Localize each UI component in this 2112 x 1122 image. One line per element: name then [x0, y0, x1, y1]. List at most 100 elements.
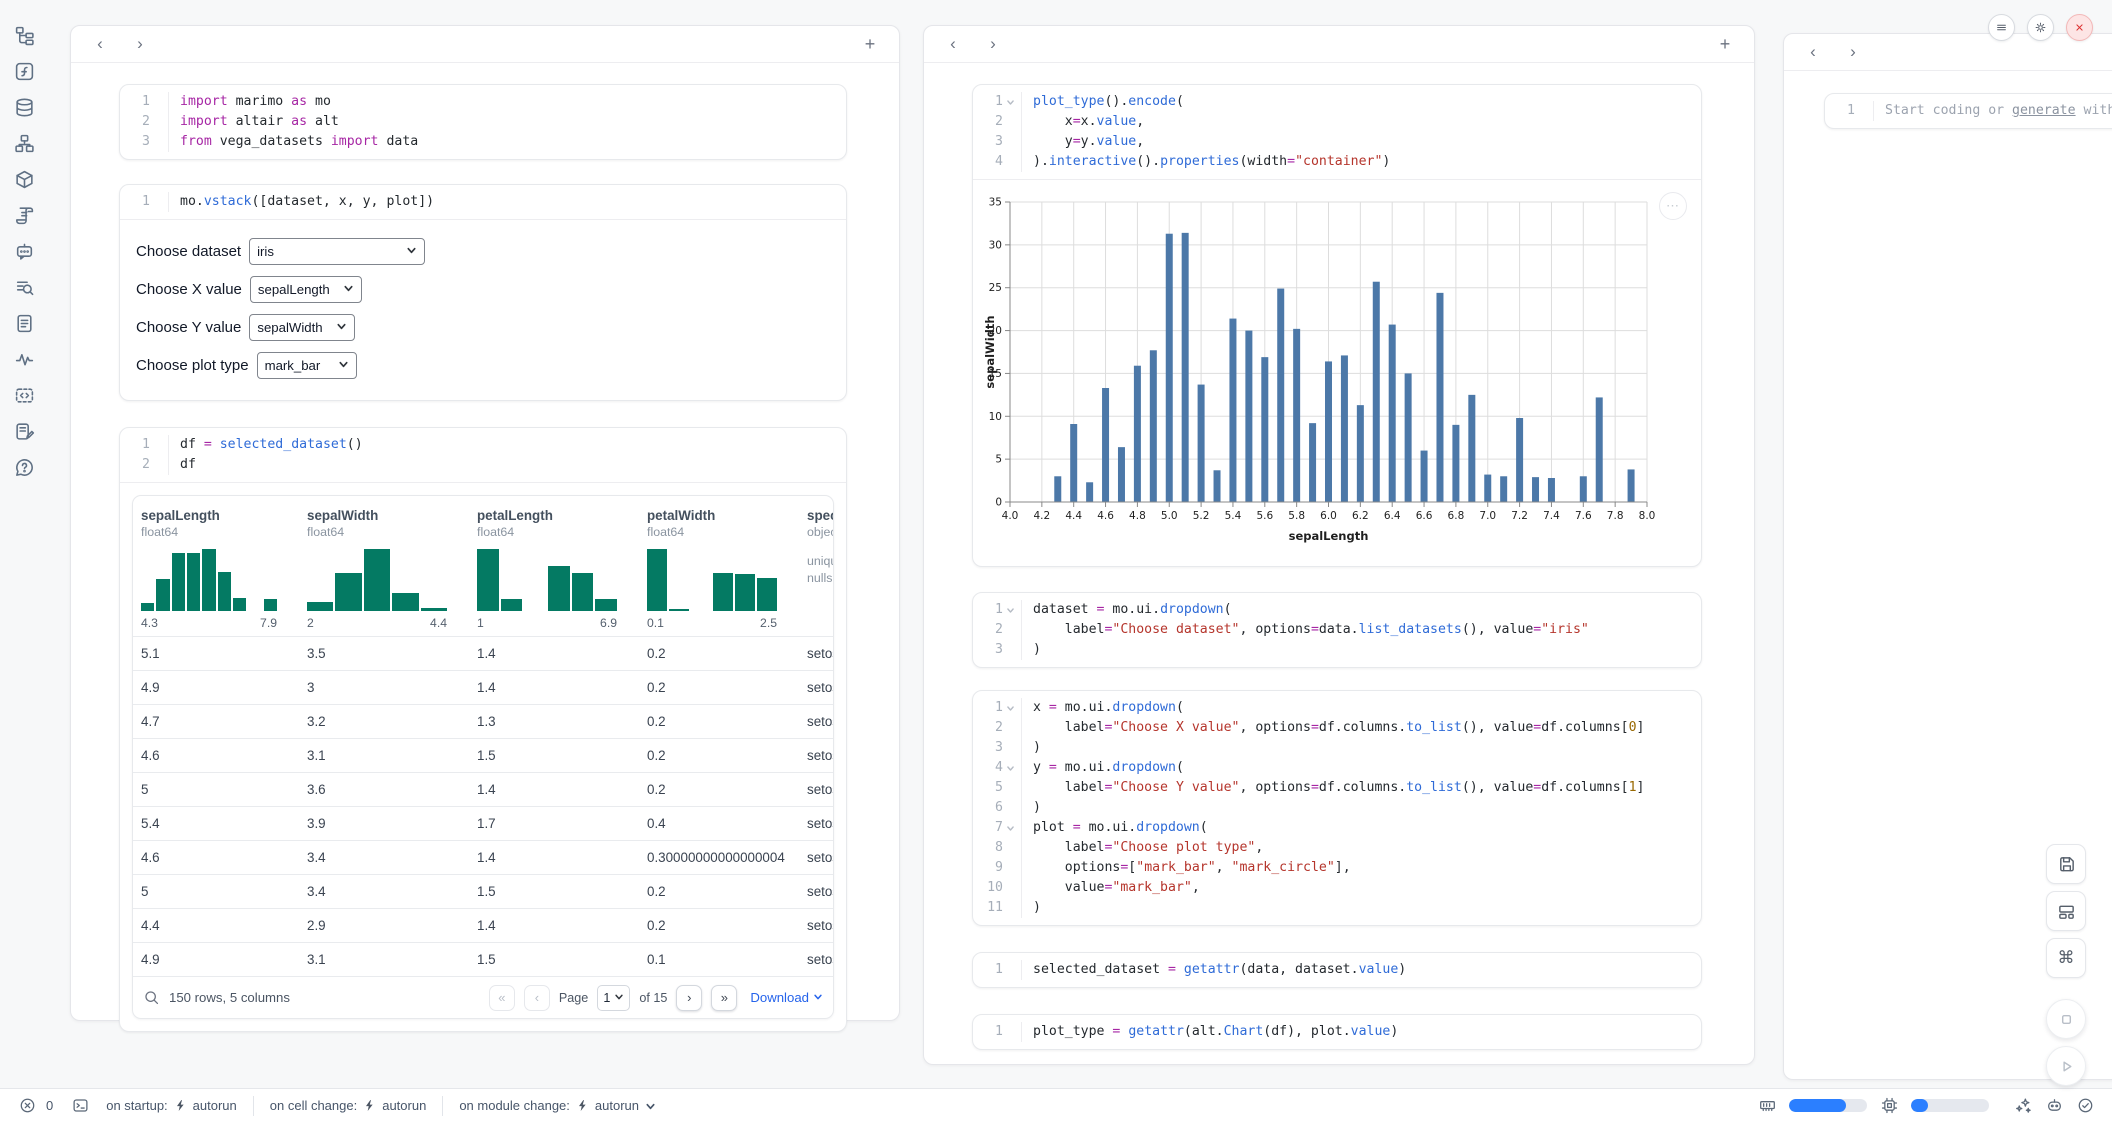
ai-sparkles-icon[interactable] [2014, 1097, 2032, 1115]
autorun-setting[interactable]: on module change: autorun [443, 1098, 672, 1113]
scroll-left-button[interactable]: ‹ [87, 31, 113, 57]
chart-bar [1516, 418, 1524, 502]
shortcuts-button[interactable]: ⌘ [2046, 938, 2086, 978]
code-line: 4 y = mo.ui.dropdown( [973, 758, 1701, 778]
code-embed-icon[interactable] [13, 384, 35, 406]
scroll-left-button[interactable]: ‹ [1800, 39, 1826, 65]
add-cell-button[interactable]: + [1712, 31, 1738, 57]
table-cell: 0.2 [647, 884, 666, 899]
chevron-down-icon [332, 358, 349, 373]
column-header[interactable]: sepalLength float64 4.3 7.9 [133, 496, 299, 636]
close-button[interactable] [2066, 14, 2093, 41]
bar-chart[interactable]: 4.0 4.2 4.4 4.6 4.8 5.0 5.2 5.4 5.6 5.8 6.0 6.2 6.4 6… [985, 196, 1663, 548]
fold-gutter [1003, 858, 1017, 878]
file-tree-icon[interactable] [13, 24, 35, 46]
prev-page-button[interactable]: ‹ [523, 984, 550, 1011]
search-icon[interactable] [143, 989, 160, 1006]
doc-search-icon[interactable] [13, 276, 35, 298]
first-page-button[interactable]: « [488, 984, 515, 1011]
line-number: 1 [142, 437, 150, 452]
autorun-setting[interactable]: on cell change: autorun [254, 1098, 443, 1113]
connection-status-icon[interactable] [2076, 1097, 2094, 1115]
code-editor[interactable]: 1 selected_dataset = getattr(data, datase… [973, 953, 1701, 987]
next-page-button[interactable]: › [676, 984, 703, 1011]
dependency-graph-icon[interactable] [13, 132, 35, 154]
fold-toggle-icon[interactable] [1003, 698, 1017, 718]
code-editor[interactable]: 1 import marimo as mo 2 import altair as al… [120, 85, 846, 159]
line-number: 2 [995, 622, 1003, 637]
column-header[interactable]: petalLength float64 1 6.9 [469, 496, 639, 636]
fold-toggle-icon[interactable] [1003, 600, 1017, 620]
column-name: petalLength [477, 508, 553, 523]
choose-dataset-select[interactable]: iris [249, 238, 426, 265]
code-text: value="mark_bar", [1021, 878, 1701, 898]
chatbot-icon[interactable] [13, 240, 35, 262]
code-line: 2 label="Choose X value", options=df.col… [973, 718, 1701, 738]
help-bubble-icon[interactable] [13, 456, 35, 478]
code-editor[interactable]: 1 dataset = mo.ui.dropdown(2 label="Choos… [973, 593, 1701, 667]
svg-text:5.4: 5.4 [1225, 510, 1242, 522]
autorun-setting[interactable]: on startup: autorun [90, 1098, 253, 1113]
scratchpad-cell[interactable]: 1 Start coding or generate with AI. [1824, 93, 2112, 129]
line-number: 3 [142, 134, 150, 149]
table-cell: 0.4 [647, 816, 666, 831]
code-line: 1 plot_type().encode( [973, 92, 1701, 112]
column-header[interactable]: species object unique:nulls: [799, 496, 833, 636]
fold-toggle-icon[interactable] [1003, 758, 1017, 778]
last-page-button[interactable]: » [711, 984, 738, 1011]
choose-plot-type-select[interactable]: mark_bar [256, 352, 357, 379]
fold-toggle-icon[interactable] [1003, 92, 1017, 112]
code-editor[interactable]: 1 mo.vstack([dataset, x, y, plot]) [120, 185, 846, 219]
column-header[interactable]: sepalWidth float64 2 4.4 [299, 496, 469, 636]
terminal-icon[interactable] [71, 1097, 89, 1115]
svg-text:7.2: 7.2 [1511, 510, 1528, 522]
chart-options-button[interactable]: ⋯ [1659, 192, 1687, 220]
code-editor[interactable]: 1 df = selected_dataset() 2 df [120, 428, 846, 482]
settings-button[interactable] [2027, 14, 2054, 41]
scratchpad-icon[interactable] [13, 420, 35, 442]
histogram-bar [757, 578, 777, 611]
scroll-right-button[interactable]: › [127, 31, 153, 57]
stop-button[interactable] [2046, 999, 2086, 1039]
fold-toggle-icon[interactable] [1003, 818, 1017, 838]
error-count-icon[interactable] [18, 1097, 36, 1115]
download-button[interactable]: Download [750, 990, 823, 1005]
add-cell-button[interactable]: + [857, 31, 883, 57]
column-header[interactable]: petalWidth float64 0.1 2.5 [639, 496, 799, 636]
code-editor[interactable]: 1 plot_type().encode(2 x=x.value, 3 y=y.va… [973, 85, 1701, 179]
table-cell: 3.1 [307, 952, 326, 967]
page-select[interactable]: 1 [597, 984, 631, 1011]
assistant-icon[interactable] [2045, 1097, 2063, 1115]
activity-pulse-icon[interactable] [13, 348, 35, 370]
divider [252, 1095, 254, 1116]
svg-text:6.4: 6.4 [1384, 510, 1401, 522]
choose-y-value-select[interactable]: sepalWidth [249, 314, 356, 341]
run-button[interactable] [2046, 1046, 2086, 1086]
code-line: 3 from vega_datasets import data [120, 132, 846, 152]
scroll-left-button[interactable]: ‹ [940, 31, 966, 57]
database-icon[interactable] [13, 96, 35, 118]
layout-button[interactable] [2046, 891, 2086, 931]
control-label: Choose plot type [136, 357, 249, 374]
function-square-icon[interactable] [13, 60, 35, 82]
scratchpad-editor[interactable]: 1 Start coding or generate with AI. [1825, 94, 2112, 128]
choose-x-value-select[interactable]: sepalLength [249, 276, 362, 303]
cpu-usage-bar [1911, 1099, 1989, 1112]
code-editor[interactable]: 1 plot_type = getattr(alt.Chart(df), plot… [973, 1015, 1701, 1049]
package-icon[interactable] [13, 168, 35, 190]
snippets-document-icon[interactable] [13, 312, 35, 334]
logs-scroll-icon[interactable] [13, 204, 35, 226]
table-cell: setosa [807, 646, 833, 661]
menu-button[interactable] [1988, 14, 2015, 41]
generate-link[interactable]: generate [2012, 103, 2076, 118]
select-value: mark_bar [264, 358, 321, 373]
scroll-right-button[interactable]: › [1840, 39, 1866, 65]
table-cell: 0.1 [647, 952, 666, 967]
code-line: 9 options=["mark_bar", "mark_circle"], [973, 858, 1701, 878]
scroll-right-button[interactable]: › [980, 31, 1006, 57]
table-cell: setosa [807, 816, 833, 831]
save-button[interactable] [2046, 844, 2086, 884]
table-row: 4.6 3.1 1.5 0.2 setosa [133, 738, 833, 772]
bolt-icon [576, 1099, 589, 1112]
